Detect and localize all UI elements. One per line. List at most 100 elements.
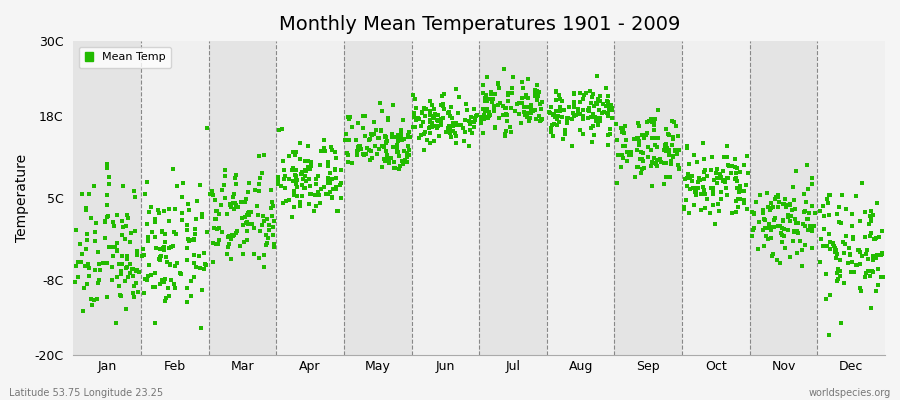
Point	[341, 159, 356, 166]
Point	[519, 92, 534, 98]
Point	[454, 122, 468, 129]
Point	[82, 273, 96, 280]
Point	[548, 97, 562, 104]
Point	[610, 137, 625, 143]
Point	[783, 201, 797, 207]
Point	[101, 213, 115, 219]
Point	[729, 175, 743, 181]
Point	[764, 205, 778, 211]
Point	[617, 122, 632, 129]
Point	[629, 135, 643, 142]
Point	[544, 125, 558, 132]
Point	[211, 240, 225, 247]
Point	[120, 212, 134, 218]
Point	[144, 272, 158, 278]
Point	[645, 158, 660, 165]
Point	[227, 232, 241, 238]
Point	[624, 151, 638, 157]
Point	[127, 188, 141, 194]
Point	[430, 124, 445, 131]
Point	[649, 135, 663, 141]
Point	[114, 270, 129, 277]
Point	[630, 147, 644, 153]
Point	[832, 219, 846, 225]
Point	[616, 127, 631, 134]
Point	[714, 196, 728, 202]
Point	[163, 260, 177, 267]
Point	[670, 162, 685, 168]
Point	[175, 210, 189, 216]
Point	[836, 239, 850, 246]
Point	[100, 214, 114, 220]
Point	[158, 230, 172, 237]
Point	[200, 228, 214, 235]
Point	[688, 188, 703, 194]
Point	[474, 114, 489, 121]
Point	[385, 134, 400, 140]
Point	[166, 280, 181, 287]
Point	[662, 174, 677, 180]
Point	[351, 146, 365, 153]
Point	[788, 206, 802, 212]
Point	[866, 269, 880, 276]
Point	[846, 234, 860, 240]
Point	[446, 123, 460, 130]
Point	[618, 136, 633, 143]
Point	[823, 192, 837, 198]
Point	[197, 250, 211, 256]
Point	[453, 122, 467, 128]
Point	[400, 142, 415, 149]
Point	[481, 115, 495, 121]
Point	[428, 111, 442, 117]
Point	[832, 203, 846, 210]
Point	[522, 103, 536, 110]
Point	[600, 142, 615, 148]
Point	[631, 135, 645, 142]
Point	[830, 211, 844, 217]
Point	[313, 186, 328, 192]
Point	[602, 107, 616, 114]
Point	[345, 160, 359, 167]
Point	[303, 159, 318, 165]
Point	[148, 234, 162, 240]
Point	[581, 107, 596, 113]
Point	[252, 175, 266, 182]
Point	[480, 114, 494, 121]
Point	[697, 187, 711, 193]
Point	[169, 182, 184, 189]
Point	[728, 163, 742, 170]
Point	[320, 163, 335, 170]
Point	[720, 174, 734, 181]
Point	[669, 123, 683, 130]
Point	[791, 219, 806, 226]
Point	[78, 246, 93, 252]
Point	[451, 110, 465, 116]
Point	[605, 114, 619, 121]
Point	[239, 219, 254, 225]
Point	[114, 232, 129, 238]
Point	[367, 119, 382, 126]
Point	[220, 210, 234, 217]
Point	[77, 262, 92, 269]
Point	[402, 129, 417, 135]
Point	[140, 221, 155, 228]
Point	[698, 191, 712, 197]
Bar	[141, 41, 209, 355]
Point	[153, 281, 167, 287]
Point	[487, 103, 501, 110]
Point	[148, 270, 162, 276]
Point	[360, 145, 374, 152]
Point	[728, 208, 742, 215]
Point	[397, 148, 411, 154]
Point	[566, 113, 580, 119]
Point	[687, 202, 701, 208]
Point	[434, 120, 448, 126]
Point	[104, 277, 119, 283]
Point	[277, 176, 292, 182]
Point	[400, 153, 414, 160]
Point	[545, 112, 560, 118]
Point	[71, 259, 86, 266]
Point	[632, 141, 646, 148]
Point	[441, 110, 455, 116]
Point	[321, 178, 336, 184]
